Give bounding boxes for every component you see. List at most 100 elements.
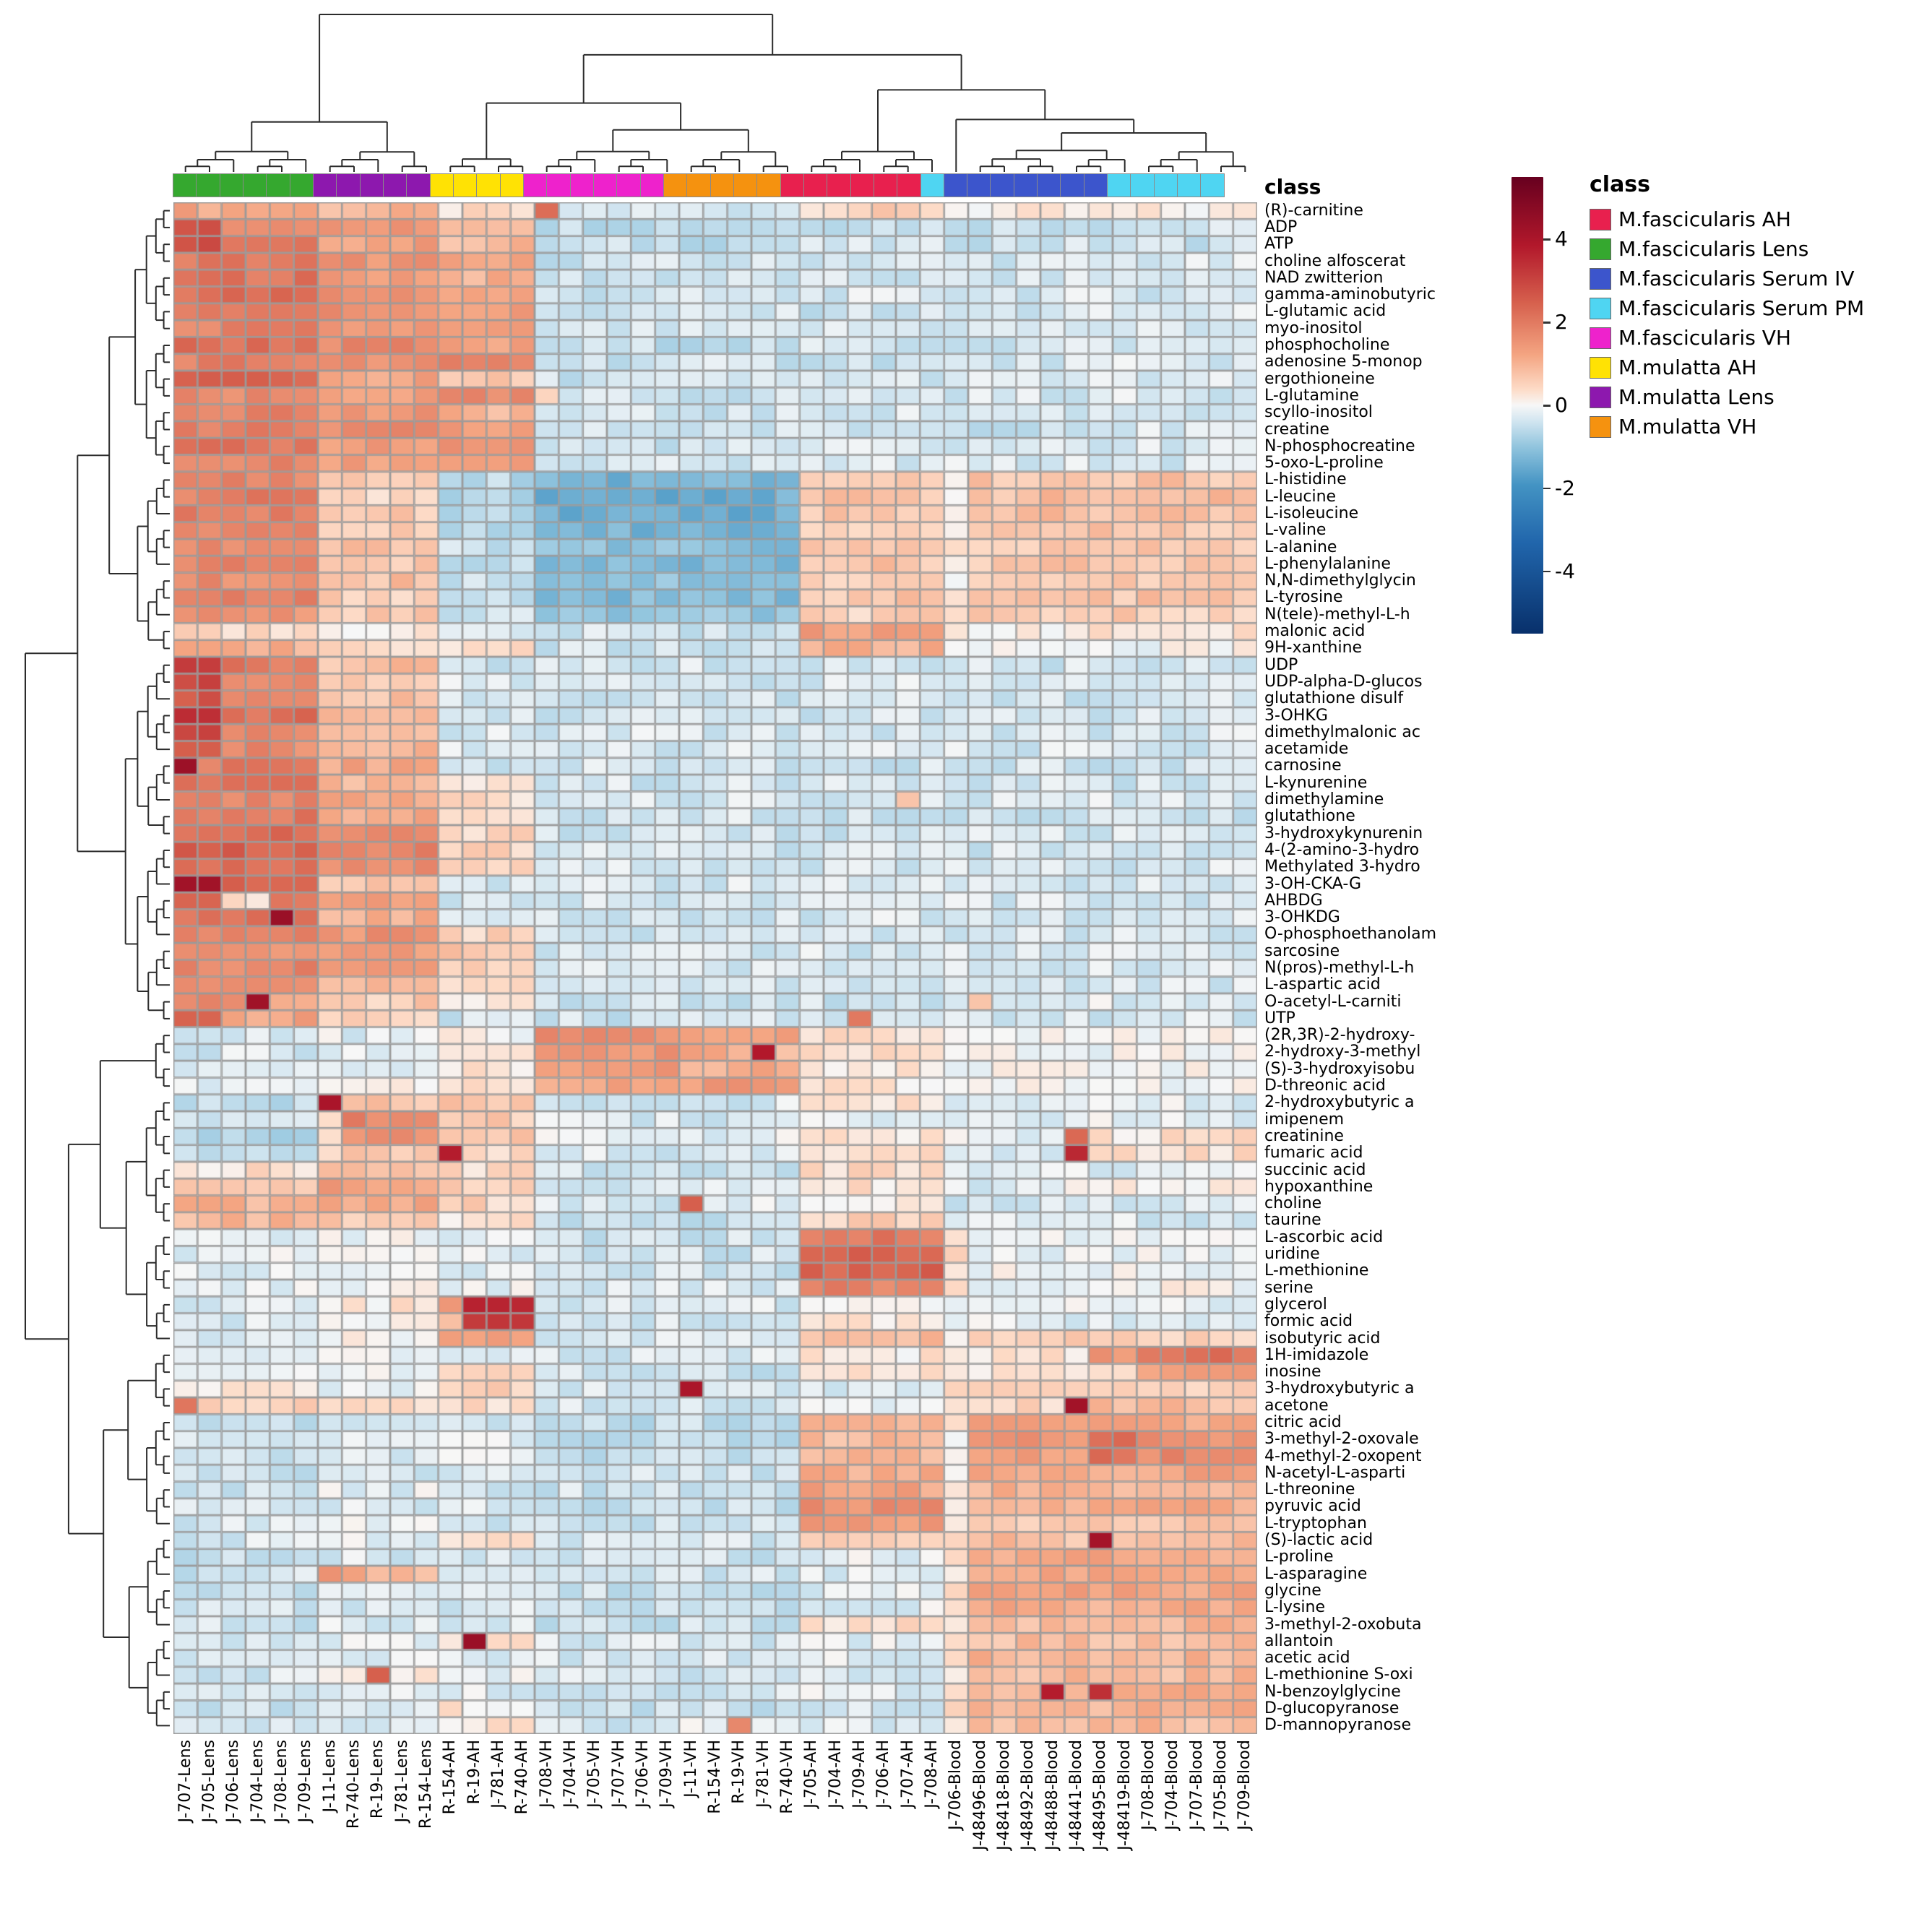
legend-swatch [1590,238,1611,260]
legend-swatch [1590,356,1611,379]
row-label: UDP [1264,655,1298,674]
class-cell [569,173,594,197]
legend-item: M.fascicularis AH [1590,204,1864,234]
column-label: J-48496-Blood [970,1740,989,1850]
legend-label: M.mulatta VH [1618,415,1757,439]
column-label: J-705-VH [585,1740,604,1808]
class-annotation-label: class [1264,175,1321,199]
class-cell [639,173,664,197]
class-cell [686,173,711,197]
row-label: acetone [1264,1396,1329,1415]
column-label: J-704-Lens [248,1740,267,1823]
row-label: fumaric acid [1264,1144,1363,1163]
row-label: malonic acid [1264,622,1366,641]
legend-item: M.fascicularis Lens [1590,234,1864,264]
row-label: L-leucine [1264,487,1337,506]
column-label: J-707-Lens [176,1740,194,1823]
legend-item: M.fascicularis VH [1590,323,1864,353]
row-label: 3-OH-CKA-G [1264,874,1362,893]
class-cell [990,173,1014,197]
class-cell [196,173,220,197]
legend-label: M.mulatta AH [1618,355,1757,379]
column-label: J-709-VH [657,1740,676,1808]
row-label: 3-methyl-2-oxobuta [1264,1615,1422,1634]
column-label: R-154-AH [441,1740,460,1815]
colorbar [1512,177,1543,634]
column-label: R-19-VH [730,1740,749,1804]
row-label: adenosine 5-monop [1264,353,1423,371]
row-label: L-threonine [1264,1480,1355,1499]
column-label: J-707-VH [609,1740,628,1808]
row-label: L-asparagine [1264,1564,1368,1583]
class-cell [780,173,804,197]
row-label: UDP-alpha-D-glucos [1264,672,1423,691]
legend-swatch [1590,297,1611,319]
class-legend: class M.fascicularis AH M.fascicularis Le… [1590,172,1864,441]
class-cell [1130,173,1155,197]
class-cell [1200,173,1225,197]
row-label: uridine [1264,1245,1320,1264]
column-label: J-708-Blood [1139,1740,1157,1830]
class-cell [967,173,991,197]
row-label: N-acetyl-L-asparti [1264,1463,1406,1482]
legend-swatch [1590,208,1611,230]
row-label: pyruvic acid [1264,1497,1361,1516]
row-label: 5-oxo-L-proline [1264,454,1384,473]
legend-label: M.fascicularis Serum PM [1618,296,1865,320]
row-label: (2R,3R)-2-hydroxy- [1264,1026,1415,1045]
class-cell [173,173,197,197]
class-cell [452,173,478,197]
column-label: J-705-Blood [1212,1740,1230,1830]
row-label: L-glutamine [1264,386,1359,405]
row-label: ADP [1264,217,1298,236]
class-cell [1177,173,1202,197]
row-label: L-kynurenine [1264,773,1368,792]
row-label: L-ascorbic acid [1264,1228,1384,1246]
row-label: 3-OHKG [1264,706,1328,725]
row-label: dimethylmalonic ac [1264,723,1420,741]
row-label: L-methionine [1264,1262,1369,1280]
row-label: 9H-xanthine [1264,639,1363,657]
row-label: imipenem [1264,1110,1345,1129]
column-label: J-781-Lens [392,1740,411,1823]
row-label: L-lysine [1264,1598,1325,1617]
colorbar-tick-mark [1543,405,1551,407]
row-label: (S)-3-hydroxyisobu [1264,1059,1415,1078]
row-label: 3-methyl-2-oxovale [1264,1430,1419,1449]
column-label: R-19-AH [465,1740,483,1805]
class-cell [663,173,688,197]
row-label: carnosine [1264,756,1342,775]
column-label: J-709-Blood [1236,1740,1254,1830]
class-cell [336,173,361,197]
column-label: J-781-AH [489,1740,507,1808]
column-label: J-706-Lens [224,1740,243,1823]
row-label: creatinine [1264,1126,1344,1145]
column-label: J-706-VH [634,1740,652,1808]
class-cell [1083,173,1108,197]
row-label: choline [1264,1194,1322,1213]
colorbar-tick-mark [1543,238,1551,241]
row-label: choline alfoscerat [1264,251,1406,270]
class-cell [242,173,267,197]
class-cell [1037,173,1061,197]
row-label: ergothioneine [1264,369,1375,388]
row-label: NAD zwitterion [1264,268,1384,287]
row-label: D-glucopyranose [1264,1699,1400,1718]
row-label: D-threonic acid [1264,1077,1386,1095]
row-label: glycerol [1264,1295,1327,1314]
row-label: citric acid [1264,1413,1342,1431]
colorbar-tick-label: 4 [1555,227,1568,251]
legend-label: M.fascicularis VH [1618,326,1791,350]
row-label: L-phenylalanine [1264,554,1391,573]
column-label: J-708-AH [923,1740,941,1808]
legend-item: M.mulatta VH [1590,412,1864,441]
row-label: 3-hydroxybutyric a [1264,1379,1415,1398]
class-cell [1107,173,1131,197]
row-label: L-isoleucine [1264,504,1359,522]
column-label: J-705-Lens [200,1740,218,1823]
row-label: taurine [1264,1211,1321,1230]
legend-swatch [1590,267,1611,290]
column-label: J-48441-Blood [1067,1740,1085,1850]
colorbar-tick-label: -2 [1555,475,1575,500]
legend-item: M.fascicularis Serum PM [1590,293,1864,323]
